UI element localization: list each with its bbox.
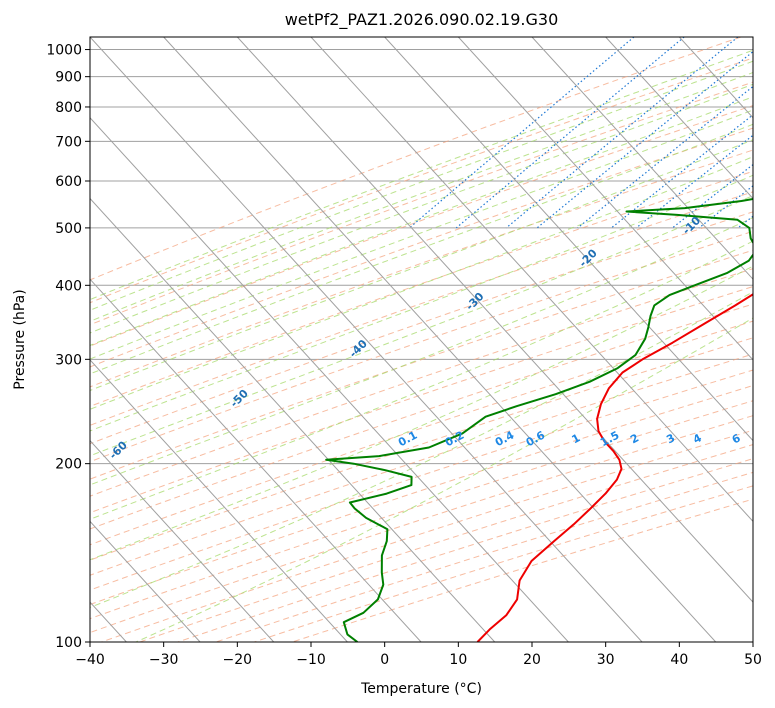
chart-title: wetPf2_PAZ1.2026.090.02.19.G30 <box>285 10 559 30</box>
x-tick-label: −20 <box>223 652 253 668</box>
dry-adiabat <box>90 369 753 591</box>
moist-adiabat <box>90 291 753 609</box>
y-tick-label: 400 <box>55 278 82 294</box>
temperature-profile-line <box>476 293 753 642</box>
isotherm-line <box>90 197 496 642</box>
plot-frame <box>89 36 754 643</box>
isotherm-label: -70 <box>0 487 13 510</box>
y-axis-label: Pressure (hPa) <box>12 289 28 389</box>
isotherm-line <box>163 37 717 642</box>
moist-adiabat <box>90 156 753 410</box>
mixing-ratio-line <box>455 37 685 229</box>
isotherm-line <box>90 116 569 642</box>
moist-adiabat <box>90 49 753 301</box>
isotherm-line <box>384 37 753 442</box>
moist-adiabat <box>90 240 753 520</box>
x-tick-label: −40 <box>75 652 105 668</box>
dewpoint-profile-line <box>325 198 753 642</box>
isotherm-line <box>236 37 753 603</box>
x-tick-label: −30 <box>149 652 179 668</box>
moist-adiabats <box>90 49 753 642</box>
dry-adiabat <box>90 303 753 530</box>
x-tick-label: 0 <box>380 652 389 668</box>
y-tick-label: 300 <box>55 352 82 368</box>
dry-adiabat <box>90 249 753 480</box>
dry-adiabat <box>90 170 753 407</box>
dry-adiabat <box>90 320 753 546</box>
moist-adiabat <box>90 174 753 432</box>
mixing-ratio-lines <box>409 37 775 229</box>
y-tick-label: 1000 <box>46 43 82 59</box>
mixing-ratio-line <box>766 37 775 228</box>
isotherm-line <box>605 37 753 200</box>
y-tick-label: 600 <box>55 174 82 190</box>
mixing-ratio-line <box>577 85 753 229</box>
isotherm-line <box>90 37 643 642</box>
dry-adiabat <box>90 57 753 304</box>
isotherm-line <box>90 278 422 642</box>
isotherms <box>90 37 753 642</box>
mixing-ratio-line <box>672 163 753 229</box>
dry-adiabat <box>90 268 753 497</box>
x-tick-label: 10 <box>449 652 467 668</box>
y-tick-label: 900 <box>55 70 82 86</box>
isotherm-line <box>90 359 348 642</box>
isotherm-line <box>310 37 753 523</box>
isotherm-line <box>90 439 275 642</box>
mixing-ratio-label: 8 <box>758 431 771 446</box>
sounding-profiles <box>325 198 753 642</box>
mixing-ratio-line <box>409 37 635 229</box>
dry-adiabat <box>90 353 753 576</box>
dry-adiabat <box>90 211 753 445</box>
moist-adiabat <box>90 123 753 375</box>
x-axis-label: Temperature (°C) <box>360 681 482 697</box>
x-tick-label: 20 <box>523 652 541 668</box>
moist-adiabat <box>90 60 753 311</box>
moist-adiabat <box>90 96 753 347</box>
y-tick-label: 700 <box>55 134 82 150</box>
dry-adiabat <box>90 149 753 388</box>
x-axis-ticks: −40 −30 −20 −10 0 10 20 30 40 50 <box>75 642 762 668</box>
y-tick-label: 800 <box>55 100 82 116</box>
y-tick-label: 100 <box>55 635 82 651</box>
mixing-ratio-line <box>611 113 753 229</box>
x-tick-label: 50 <box>744 652 762 668</box>
isotherm-line <box>90 520 201 642</box>
dry-adiabat <box>90 37 742 281</box>
y-axis-ticks: 100 200 300 400 500 600 700 800 900 1000 <box>46 43 90 651</box>
x-tick-label: −10 <box>296 652 326 668</box>
mixing-ratio-line <box>505 37 739 229</box>
moist-adiabat <box>135 317 753 642</box>
dry-adiabat <box>90 127 753 368</box>
plot-background <box>90 37 753 642</box>
moist-adiabat <box>90 109 753 360</box>
isotherm-line <box>752 37 753 38</box>
moist-adiabat <box>90 217 753 486</box>
pressure-gridlines <box>90 49 753 642</box>
y-tick-label: 200 <box>55 457 82 473</box>
isotherm-line <box>457 37 753 361</box>
dry-adiabats <box>90 37 753 642</box>
moist-adiabat <box>90 71 753 322</box>
isotherm-line <box>531 37 753 280</box>
mixing-ratio-line <box>536 50 753 229</box>
x-tick-label: 40 <box>670 652 688 668</box>
y-tick-label: 500 <box>55 221 82 237</box>
x-tick-label: 30 <box>597 652 615 668</box>
